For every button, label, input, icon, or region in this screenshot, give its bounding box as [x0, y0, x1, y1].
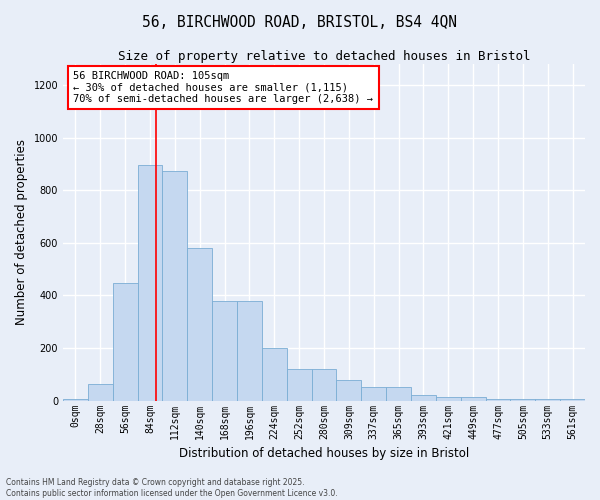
Bar [386, 388, 411, 400]
Bar [88, 384, 113, 400]
Bar [461, 396, 485, 400]
Bar [287, 369, 311, 400]
Bar [411, 396, 436, 400]
Bar [337, 380, 361, 400]
Bar [361, 388, 386, 400]
Title: Size of property relative to detached houses in Bristol: Size of property relative to detached ho… [118, 50, 530, 63]
Bar [262, 348, 287, 401]
Bar [311, 369, 337, 400]
Bar [436, 396, 461, 400]
Bar [212, 300, 237, 400]
X-axis label: Distribution of detached houses by size in Bristol: Distribution of detached houses by size … [179, 447, 469, 460]
Bar [237, 300, 262, 400]
Y-axis label: Number of detached properties: Number of detached properties [15, 140, 28, 326]
Bar [187, 248, 212, 400]
Text: 56 BIRCHWOOD ROAD: 105sqm
← 30% of detached houses are smaller (1,115)
70% of se: 56 BIRCHWOOD ROAD: 105sqm ← 30% of detac… [73, 71, 373, 104]
Bar [113, 283, 137, 401]
Text: 56, BIRCHWOOD ROAD, BRISTOL, BS4 4QN: 56, BIRCHWOOD ROAD, BRISTOL, BS4 4QN [143, 15, 458, 30]
Bar [137, 166, 163, 400]
Bar [163, 170, 187, 400]
Text: Contains HM Land Registry data © Crown copyright and database right 2025.
Contai: Contains HM Land Registry data © Crown c… [6, 478, 338, 498]
